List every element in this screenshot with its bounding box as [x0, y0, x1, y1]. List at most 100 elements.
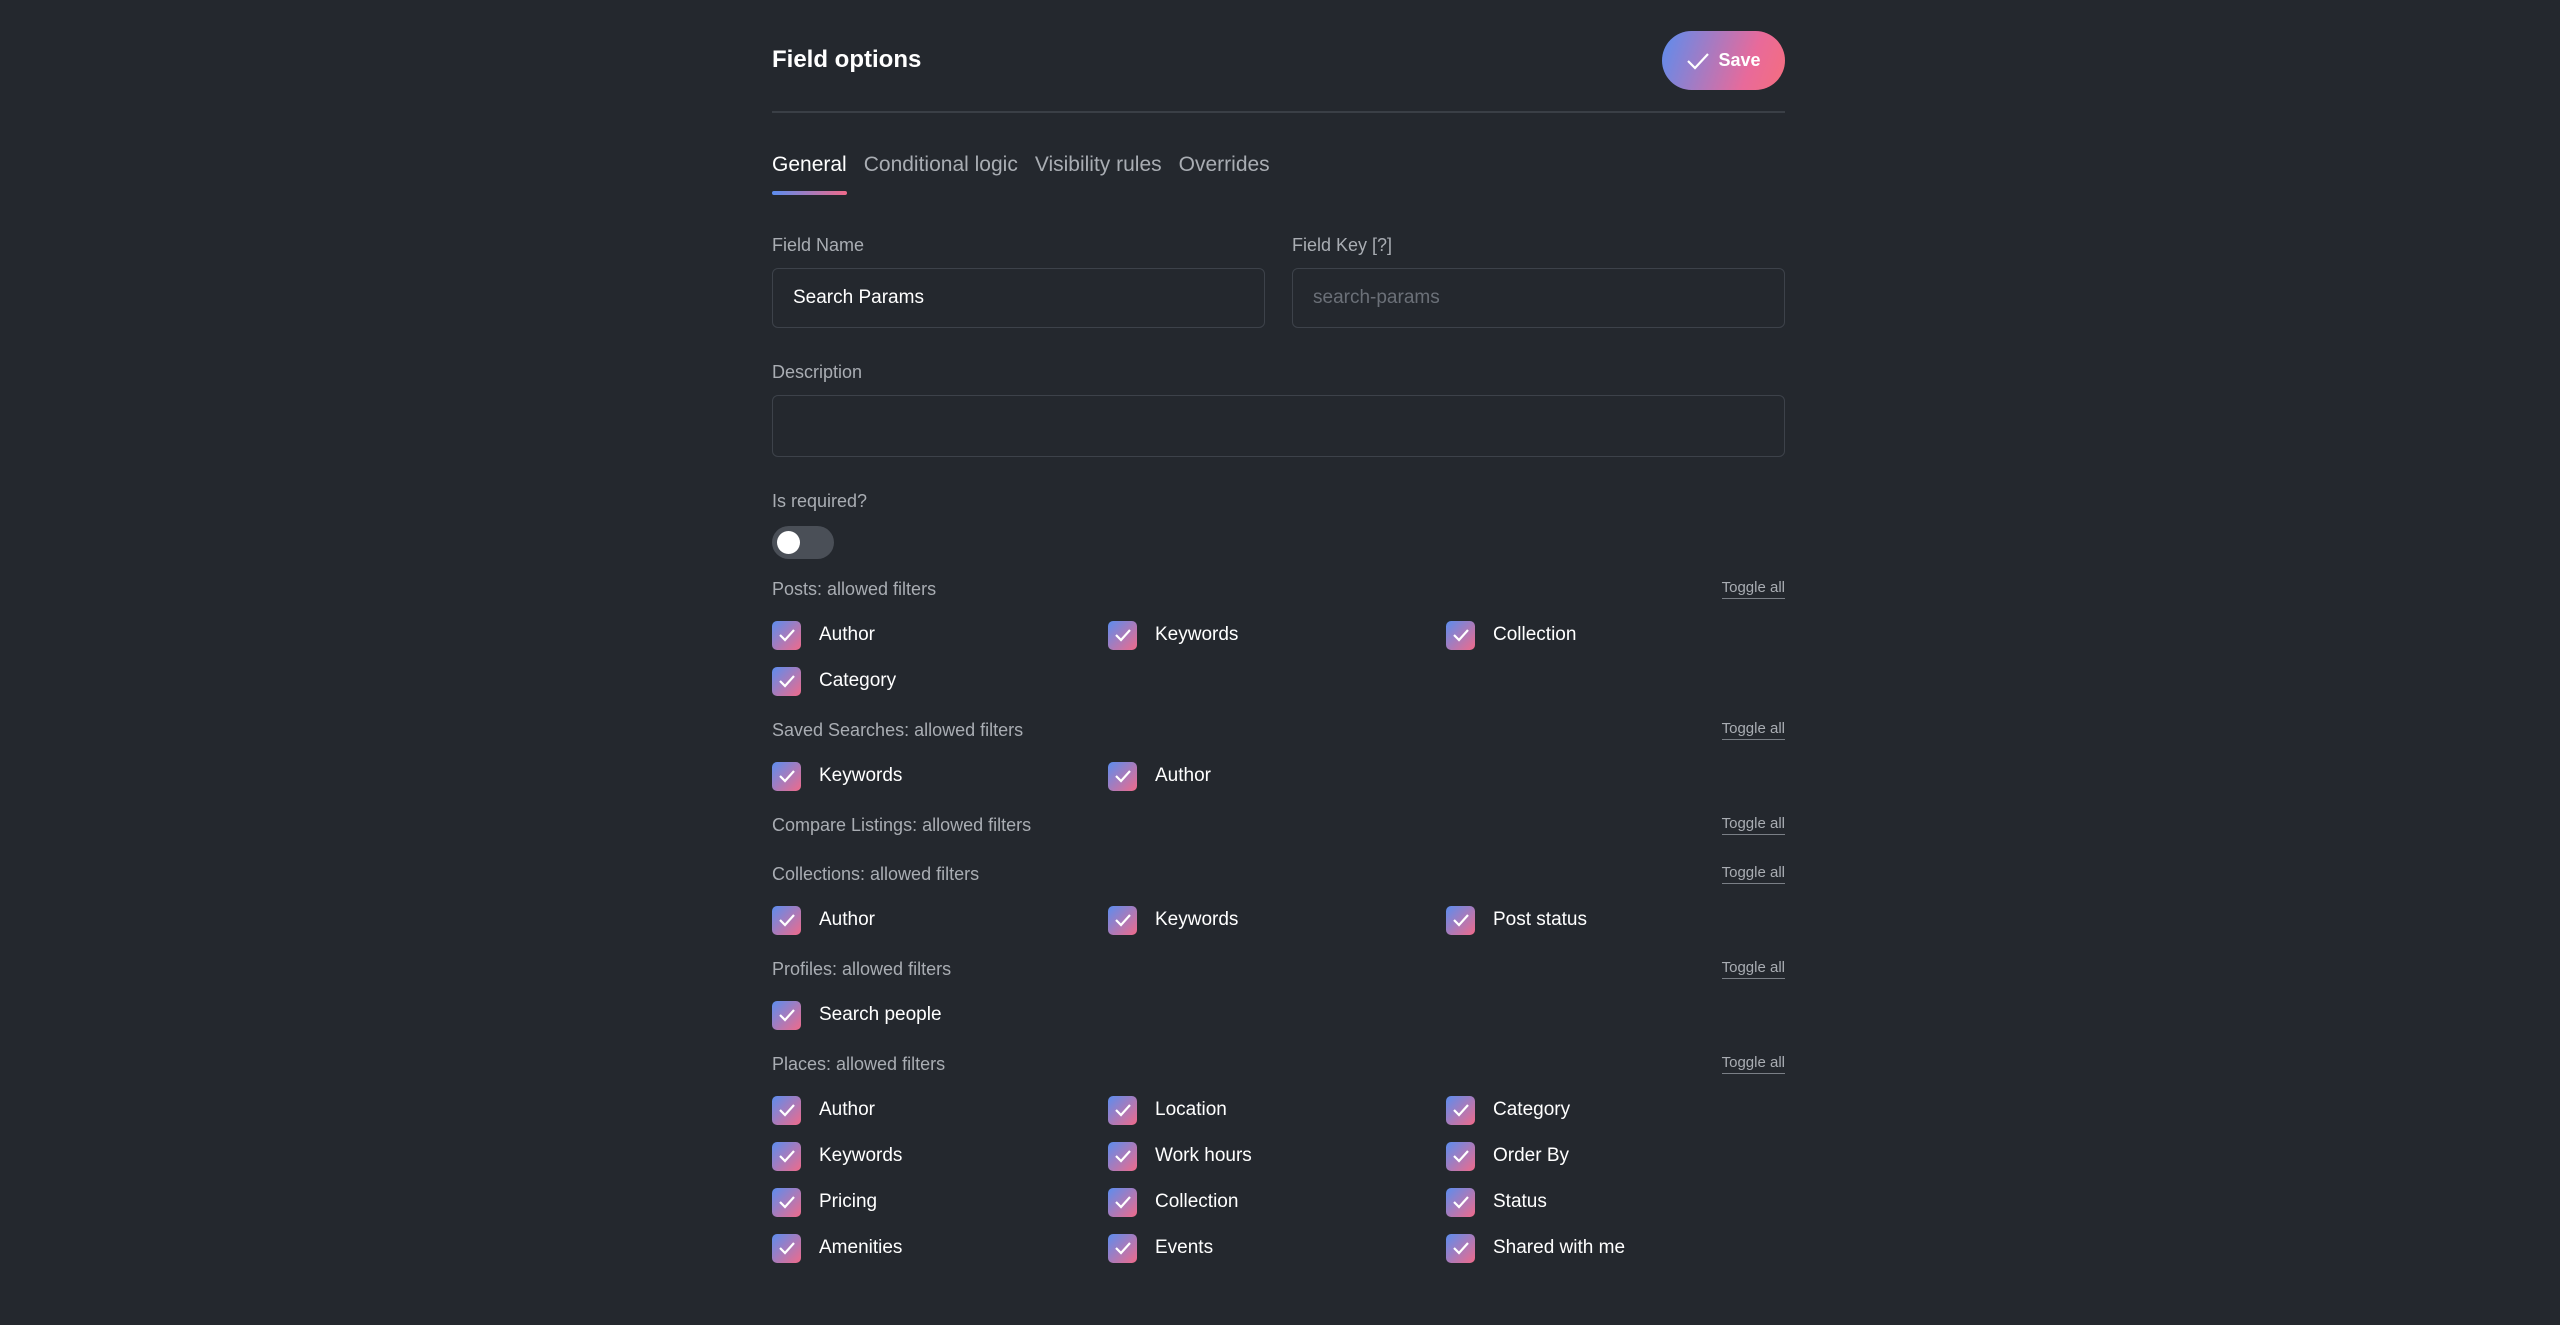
option-label: Order By [1493, 1145, 1570, 1166]
textarea[interactable] [772, 395, 1785, 457]
checkbox[interactable] [1108, 1095, 1137, 1125]
checkbox[interactable] [1108, 1187, 1137, 1217]
checkbox[interactable] [772, 666, 801, 696]
option-label: Author [1155, 765, 1211, 786]
option-label: Category [1493, 1099, 1571, 1120]
check [778, 629, 795, 642]
group-title: Places: allowed filters [772, 1054, 946, 1074]
checkbox[interactable] [1446, 620, 1475, 650]
checkbox-option[interactable]: Post status [1446, 897, 1785, 943]
checkbox[interactable] [772, 905, 801, 935]
checkbox-option[interactable]: Pricing [772, 1179, 1108, 1225]
header: Field options Save [772, 0, 1785, 113]
checkbox-option[interactable]: Collection [1446, 612, 1785, 658]
checkbox[interactable] [772, 1095, 801, 1125]
checkbox-option[interactable]: Keywords [1108, 612, 1446, 658]
toggle-all[interactable]: Toggle all [1721, 720, 1785, 740]
label: Description [772, 362, 863, 382]
field-key: Field Key [?] search-params [1292, 235, 1785, 328]
option-label: Work hours [1155, 1145, 1252, 1166]
check [1452, 1150, 1469, 1163]
checkbox-option[interactable]: Shared with me [1446, 1225, 1785, 1271]
checkbox-option[interactable]: Author [772, 612, 1108, 658]
save-label: Save [1718, 50, 1761, 70]
checkbox-option[interactable]: Category [1446, 1087, 1785, 1133]
checkbox[interactable] [772, 1141, 801, 1171]
check [1114, 770, 1131, 783]
checkbox-option[interactable]: Keywords [772, 753, 1108, 799]
groups: Posts: allowed filters Toggle all Author Ke… [772, 579, 1785, 1279]
checkbox-option[interactable]: Author [772, 897, 1108, 943]
checkbox[interactable] [1108, 905, 1137, 935]
checkbox[interactable] [1108, 1233, 1137, 1263]
checkbox-option[interactable]: Search people [772, 992, 1108, 1038]
option-label: Search people [819, 1004, 942, 1025]
checkbox[interactable] [772, 761, 801, 791]
check [1452, 629, 1469, 642]
checkbox-option[interactable]: Author [1108, 753, 1446, 799]
tab[interactable]: Overrides [1178, 153, 1270, 176]
checkbox[interactable] [772, 1187, 801, 1217]
checkbox-option[interactable]: Work hours [1108, 1133, 1446, 1179]
check [1452, 1242, 1469, 1255]
toggle-all[interactable]: Toggle all [1721, 959, 1785, 979]
option-label: Location [1155, 1099, 1227, 1120]
label: Field Name [772, 235, 865, 255]
check [778, 1242, 795, 1255]
checkbox-option[interactable]: Keywords [1108, 897, 1446, 943]
input[interactable]: search-params [1292, 268, 1785, 328]
toggle-all[interactable]: Toggle all [1721, 815, 1785, 835]
checkbox-option[interactable]: Events [1108, 1225, 1446, 1271]
group-header: Collections: allowed filters Toggle all [772, 864, 1785, 905]
save-button[interactable]: Save [1662, 31, 1785, 90]
options: Search people [772, 1000, 1785, 1046]
description: Description [772, 362, 1785, 457]
option-label: Author [819, 909, 875, 930]
option-label: Events [1155, 1237, 1214, 1258]
checkbox[interactable] [1446, 1095, 1475, 1125]
checkbox-option[interactable]: Author [772, 1087, 1108, 1133]
checkbox[interactable] [1446, 905, 1475, 935]
group-header: Saved Searches: allowed filters Toggle al… [772, 720, 1785, 761]
field-name: Field Name Search Params [772, 235, 1265, 328]
filter-group: Places: allowed filters Toggle all Author L… [772, 1054, 1785, 1279]
checkbox[interactable] [1108, 761, 1137, 791]
checkbox-option[interactable]: Status [1446, 1179, 1785, 1225]
input[interactable]: Search Params [772, 268, 1265, 328]
check-icon [1687, 52, 1710, 70]
checkbox[interactable] [772, 620, 801, 650]
filter-group: Saved Searches: allowed filters Toggle al… [772, 720, 1785, 807]
checkbox-option[interactable]: Order By [1446, 1133, 1785, 1179]
filter-group: Profiles: allowed filters Toggle all Searc… [772, 959, 1785, 1046]
group-header: Posts: allowed filters Toggle all [772, 579, 1785, 620]
check [1114, 1104, 1131, 1117]
option-label: Pricing [819, 1191, 878, 1212]
checkbox[interactable] [1108, 620, 1137, 650]
checkbox-option[interactable]: Category [772, 658, 1108, 704]
label: Is required? [772, 491, 868, 511]
tab[interactable]: General [772, 153, 847, 195]
checkbox[interactable] [1446, 1233, 1475, 1263]
toggle-all[interactable]: Toggle all [1721, 579, 1785, 599]
options: Author Keywords Collection Category [772, 620, 1785, 712]
checkbox[interactable] [1108, 1141, 1137, 1171]
check [1452, 1196, 1469, 1209]
checkbox-option[interactable]: Collection [1108, 1179, 1446, 1225]
checkbox-option[interactable]: Location [1108, 1087, 1446, 1133]
toggle-all[interactable]: Toggle all [1721, 1054, 1785, 1074]
checkbox-option[interactable]: Amenities [772, 1225, 1108, 1271]
filter-group: Compare Listings: allowed filters Toggle … [772, 815, 1785, 856]
check [1114, 1150, 1131, 1163]
group-title: Compare Listings: allowed filters [772, 815, 1032, 835]
toggle-all[interactable]: Toggle all [1721, 864, 1785, 884]
checkbox[interactable] [1446, 1141, 1475, 1171]
checkbox-option[interactable]: Keywords [772, 1133, 1108, 1179]
checkbox[interactable] [1446, 1187, 1475, 1217]
tab[interactable]: Visibility rules [1034, 153, 1162, 176]
checkbox[interactable] [772, 1233, 801, 1263]
tab[interactable]: Conditional logic [863, 153, 1018, 176]
check [778, 770, 795, 783]
toggle[interactable] [772, 526, 834, 559]
options: Author Location Category Keywords Work hours… [772, 1095, 1785, 1279]
checkbox[interactable] [772, 1000, 801, 1030]
